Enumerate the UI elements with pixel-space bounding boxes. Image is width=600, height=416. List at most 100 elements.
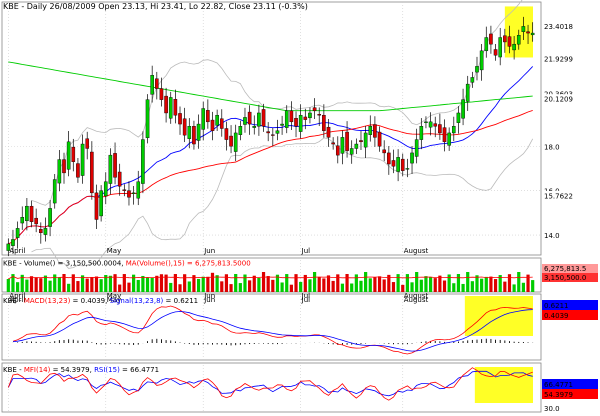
- volume-bar-34: [164, 274, 168, 292]
- volume-bar-26: [127, 282, 131, 292]
- volume-bar-90: [424, 276, 428, 292]
- volume-bar-18: [90, 276, 94, 292]
- volume-bar-105: [493, 279, 498, 292]
- candle-body-17: [85, 138, 90, 149]
- volume-bar-102: [480, 278, 484, 292]
- volume-bar-48: [229, 284, 233, 292]
- candle-body-36: [173, 99, 178, 116]
- candle-body-106: [498, 37, 502, 58]
- volume-bar-63: [299, 281, 303, 292]
- candle-body-102: [479, 50, 484, 71]
- candle-body-3: [20, 217, 25, 224]
- bollinger-lower: [31, 137, 534, 269]
- volume-bar-53: [252, 275, 256, 292]
- candle-body-26: [127, 190, 131, 198]
- volume-bar-2: [16, 282, 20, 292]
- volume-bar-40: [192, 275, 196, 292]
- macd-right-label-0: 0.6211: [544, 302, 569, 310]
- volume-bar-108: [507, 274, 512, 292]
- price-right-label-3: 20.1209: [544, 96, 573, 104]
- volume-bar-54: [257, 277, 261, 292]
- candle-body-10: [52, 179, 57, 204]
- price-x-label-0: April: [9, 247, 25, 255]
- price-right-label-1: 21.9299: [544, 56, 573, 64]
- volume-bar-39: [187, 281, 191, 292]
- volume-bar-5: [29, 276, 34, 292]
- volume-bar-71: [336, 274, 340, 292]
- candle-body-40: [192, 126, 196, 145]
- candle-body-104: [489, 33, 493, 45]
- panel-frame-2: [1, 293, 542, 361]
- price-x-labels: April May Jun Jul August: [9, 247, 428, 255]
- volume-bar-19: [94, 276, 99, 292]
- candle-body-44: [210, 119, 215, 131]
- volume-bar-77: [364, 272, 368, 292]
- volume-bar-42: [201, 276, 205, 292]
- macd-x-label-4: August: [404, 296, 429, 304]
- candle-body-91: [428, 121, 433, 128]
- volume-x-label-4: August: [404, 292, 429, 300]
- candle-body-85: [400, 158, 405, 171]
- candle-body-57: [271, 134, 275, 136]
- volume-bar-60: [285, 274, 289, 292]
- candle-body-52: [247, 111, 252, 125]
- volume-bar-65: [308, 279, 312, 292]
- volume-title-ma: MA(Volume(),15) = 6,275,813.5000: [126, 260, 251, 268]
- volume-bar-61: [289, 284, 293, 292]
- candle-body-90: [424, 121, 428, 123]
- candle-body-38: [182, 118, 187, 136]
- candle-body-22: [108, 154, 113, 184]
- mfi-right-bg-0: [542, 379, 598, 389]
- volume-bar-94: [442, 280, 447, 292]
- macd-x-label-1: May: [107, 296, 121, 304]
- volume-bar-0: [6, 279, 10, 292]
- macd-panel: April May Jun Jul August 0.6211 0.4039 KBE - …: [3, 296, 598, 355]
- candle-body-105: [493, 49, 498, 56]
- macd-lines: [12, 305, 533, 355]
- ma-blue-line: [17, 66, 534, 238]
- volume-bar-13: [67, 283, 71, 292]
- candle-body-66: [312, 107, 317, 111]
- candle-body-4: [25, 205, 29, 222]
- candle-body-103: [484, 37, 489, 52]
- volume-bar-103: [484, 276, 488, 292]
- macd-x-label-3: Jul: [301, 296, 311, 304]
- volume-bar-24: [118, 284, 122, 292]
- macd-right-bg-1: [542, 310, 598, 320]
- volume-x-label-2: Jun: [203, 292, 215, 300]
- volume-bar-84: [396, 274, 400, 292]
- volume-bar-30: [145, 277, 150, 292]
- macd-title-symbol: KBE: [3, 297, 17, 305]
- volume-bar-25: [122, 274, 126, 292]
- price-candles: [6, 16, 535, 257]
- signal-line: [12, 309, 533, 352]
- volume-bar-100: [470, 281, 474, 292]
- candle-body-110: [516, 35, 521, 45]
- volume-title: KBE - Volume() = 3,150,500.0004, MA(Volu…: [3, 260, 251, 268]
- candle-body-14: [71, 146, 76, 162]
- volume-bar-95: [447, 274, 451, 292]
- volume-bar-43: [206, 276, 210, 292]
- volume-bar-113: [531, 280, 535, 292]
- candle-body-89: [419, 126, 424, 140]
- volume-bar-69: [326, 275, 331, 292]
- mfi-rsi-lines: [7, 367, 533, 401]
- mfi-right-label-1: 54.3979: [544, 391, 573, 399]
- macd-line: [12, 305, 533, 355]
- candle-body-16: [80, 143, 85, 176]
- mfi-highlight-box: [474, 367, 533, 403]
- candle-body-12: [62, 159, 66, 174]
- volume-bar-73: [345, 274, 349, 292]
- volume-x-labels: April May Jun Jul August: [9, 292, 428, 300]
- candle-body-97: [456, 112, 461, 123]
- price-y-tick-2: 18.0: [544, 143, 560, 151]
- candle-body-15: [76, 163, 80, 178]
- volume-bar-72: [340, 283, 345, 292]
- price-right-label-bg-2: [542, 88, 598, 98]
- candle-body-35: [168, 97, 173, 119]
- volume-bar-15: [76, 281, 80, 292]
- volume-right-bg-0: [542, 264, 598, 273]
- volume-bar-79: [373, 277, 377, 292]
- candle-body-65: [308, 112, 312, 119]
